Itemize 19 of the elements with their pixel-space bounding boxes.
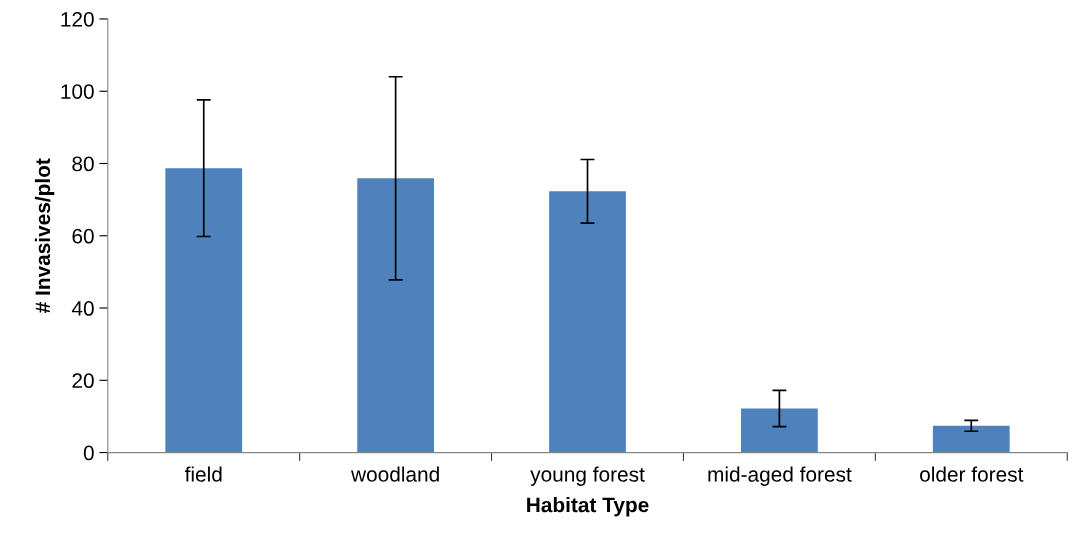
x-tick-label: older forest <box>920 466 1024 482</box>
y-tick-label: 100 <box>61 84 94 99</box>
y-tick-label: 40 <box>71 301 94 316</box>
y-tick-label: 120 <box>61 11 94 27</box>
y-axis-title: # Invasives/plot <box>34 158 55 313</box>
y-tick-label: 0 <box>83 445 94 461</box>
x-tick-label: young forest <box>530 466 645 486</box>
x-tick-label: woodland <box>351 466 439 482</box>
x-tick-label: mid-aged forest <box>708 466 852 486</box>
bar <box>932 425 1010 453</box>
y-tick-label: 20 <box>72 373 94 389</box>
bar <box>741 408 818 453</box>
y-tick-label: 60 <box>72 228 94 244</box>
bar <box>549 191 626 453</box>
y-tick-label: 80 <box>72 156 94 172</box>
x-tick-label: field <box>184 466 222 482</box>
bar <box>357 178 434 453</box>
x-axis-title: Habitat Type <box>527 496 649 517</box>
bar <box>165 168 243 453</box>
